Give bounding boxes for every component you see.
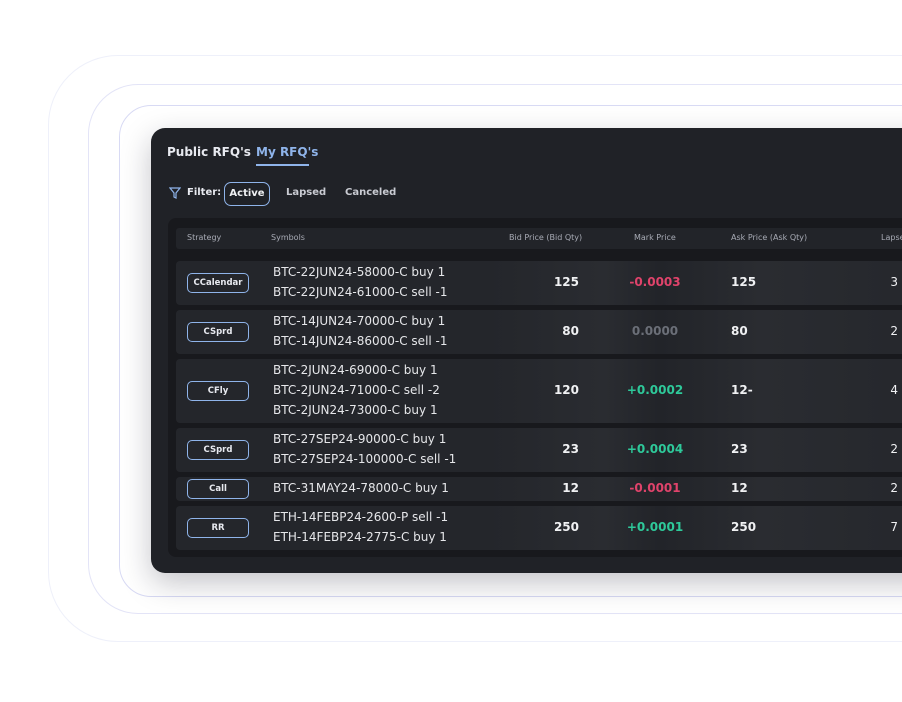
strategy-badge: CFly (187, 381, 249, 401)
lapse: 2 (890, 324, 898, 338)
table-header (176, 228, 902, 249)
lapse: 7 (890, 520, 898, 534)
tab[interactable]: My RFQ's (256, 145, 319, 159)
filter-icon (169, 187, 181, 199)
ask: 80 (731, 324, 748, 338)
ask: 12 (731, 481, 748, 495)
bid: 12 (562, 481, 579, 495)
symbol: ETH-14FEBP24-2600-P sell -1 (273, 510, 449, 524)
mark-price: -0.0003 (629, 275, 681, 289)
bid: 120 (553, 383, 579, 397)
lapse: 4 (890, 383, 898, 397)
column-header: Ask Price (Ask Qty) (731, 233, 808, 242)
symbol: ETH-14FEBP24-2775-C buy 1 (273, 530, 447, 544)
filter-option[interactable]: Active (224, 182, 270, 206)
column-header: Mark Price (634, 233, 676, 242)
mark-price: 0.0000 (631, 324, 679, 338)
symbol: BTC-22JUN24-58000-C buy 1 (273, 265, 446, 279)
bid: 23 (562, 442, 579, 456)
ask: 23 (731, 442, 748, 456)
lapse: 3 (890, 275, 898, 289)
mark-price: +0.0004 (626, 442, 684, 456)
strategy-badge: CCalendar (187, 273, 249, 293)
symbol: BTC-14JUN24-86000-C sell -1 (273, 334, 448, 348)
tab-underline (256, 164, 309, 166)
strategy-badge: RR (187, 518, 249, 538)
filter-label: Filter: (187, 187, 222, 198)
symbol: BTC-2JUN24-73000-C buy 1 (273, 403, 438, 417)
symbol: BTC-27SEP24-100000-C sell -1 (273, 452, 457, 466)
bid: 80 (562, 324, 579, 338)
column-header: Lapse (881, 233, 902, 242)
mark-price: +0.0001 (626, 520, 684, 534)
lapse: 2 (890, 481, 898, 495)
table-row[interactable] (176, 506, 902, 550)
ask: 250 (731, 520, 757, 534)
tab[interactable]: Public RFQ's (167, 145, 251, 159)
bid: 250 (553, 520, 579, 534)
column-header: Bid Price (Bid Qty) (509, 233, 583, 242)
column-header: Symbols (271, 233, 305, 242)
filter-option[interactable]: Canceled (345, 187, 397, 198)
strategy-badge: CSprd (187, 440, 249, 460)
ask: 125 (731, 275, 757, 289)
column-header: Strategy (187, 233, 222, 242)
table-row[interactable] (176, 477, 902, 501)
decor-ring (48, 55, 902, 642)
decor-ring (88, 84, 902, 614)
table-row[interactable] (176, 261, 902, 305)
mark-price: +0.0002 (626, 383, 684, 397)
table-row[interactable] (176, 310, 902, 354)
symbol: BTC-2JUN24-71000-C sell -2 (273, 383, 440, 397)
symbol: BTC-31MAY24-78000-C buy 1 (273, 481, 449, 495)
table-row[interactable] (176, 359, 902, 423)
symbol: BTC-27SEP24-90000-C buy 1 (273, 432, 447, 446)
bid: 125 (553, 275, 579, 289)
mark-price: -0.0001 (629, 481, 681, 495)
symbol: BTC-14JUN24-70000-C buy 1 (273, 314, 446, 328)
ask: 12- (731, 383, 753, 397)
decor-ring (119, 105, 902, 597)
symbol: BTC-22JUN24-61000-C sell -1 (273, 285, 448, 299)
strategy-badge: CSprd (187, 322, 249, 342)
filter-option[interactable]: Lapsed (286, 187, 327, 198)
strategy-badge: Call (187, 479, 249, 499)
lapse: 2 (890, 442, 898, 456)
symbol: BTC-2JUN24-69000-C buy 1 (273, 363, 438, 377)
table-row[interactable] (176, 428, 902, 472)
